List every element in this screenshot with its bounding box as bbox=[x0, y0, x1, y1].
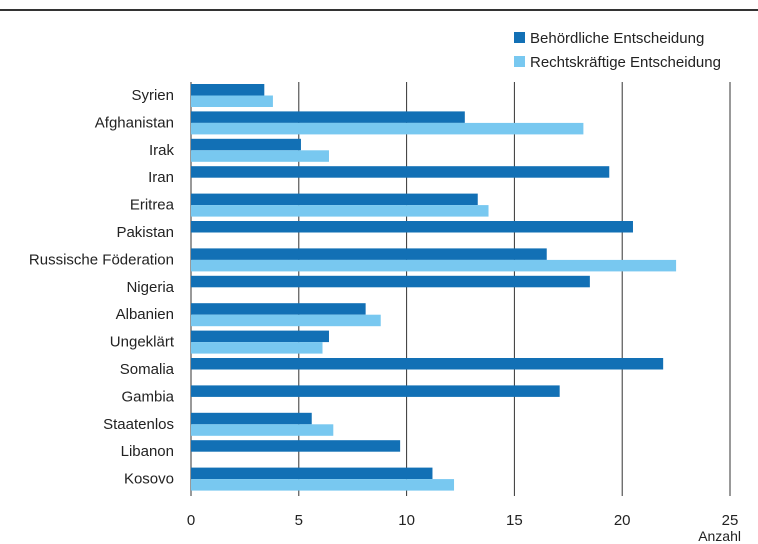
bar-behoerdlich bbox=[191, 303, 366, 315]
bar-behoerdlich bbox=[191, 412, 312, 425]
bar-behoerdlich bbox=[191, 193, 478, 206]
legend-swatch-behoerdlich bbox=[514, 32, 525, 43]
category-label: Syrien bbox=[131, 87, 174, 104]
category-label: Eritrea bbox=[130, 197, 175, 214]
category-label: Nigeria bbox=[126, 279, 174, 296]
bar-rechtskraeftig bbox=[191, 150, 329, 162]
bar-behoerdlich bbox=[191, 221, 633, 233]
category-labels: Syrien Afghanistan Irak Iran Eritrea Pakistan… bbox=[29, 87, 175, 488]
bar-rechtskraeftig bbox=[191, 95, 273, 107]
legend-label-rechtskraeftig: Rechtskräftige Entscheidung bbox=[530, 54, 721, 71]
bar-rechtskraeftig bbox=[191, 424, 334, 436]
bar-rechtskraeftig bbox=[191, 122, 584, 135]
category-label: Gambia bbox=[121, 388, 174, 405]
x-tick-label: 20 bbox=[614, 512, 631, 529]
x-tick-label: 0 bbox=[187, 512, 195, 529]
bar-behoerdlich bbox=[191, 248, 547, 260]
category-label: Iran bbox=[148, 169, 174, 186]
bar-behoerdlich bbox=[191, 358, 664, 370]
x-tick-labels: 0 5 10 15 20 25 bbox=[187, 512, 739, 529]
x-axis-unit-label: Anzahl bbox=[698, 528, 741, 544]
category-label: Albanien bbox=[116, 306, 174, 323]
x-tick-label: 25 bbox=[722, 512, 739, 529]
category-label: Libanon bbox=[121, 443, 174, 460]
bar-behoerdlich bbox=[191, 330, 329, 343]
category-label: Ungeklärt bbox=[110, 334, 175, 351]
category-label: Pakistan bbox=[116, 224, 174, 241]
bar-behoerdlich bbox=[191, 440, 401, 452]
category-label: Staatenlos bbox=[103, 416, 174, 433]
x-tick-label: 15 bbox=[506, 512, 523, 529]
x-tick-label: 5 bbox=[295, 512, 303, 529]
bar-rechtskraeftig bbox=[191, 259, 677, 272]
bar-behoerdlich bbox=[191, 467, 433, 480]
legend-swatch-rechtskraeftig bbox=[514, 56, 525, 67]
category-label: Kosovo bbox=[124, 471, 174, 488]
bar-rechtskraeftig bbox=[191, 342, 323, 354]
bar-behoerdlich bbox=[191, 166, 610, 178]
bar-rechtskraeftig bbox=[191, 314, 381, 327]
category-label: Somalia bbox=[120, 361, 175, 378]
bar-behoerdlich bbox=[191, 385, 560, 397]
bar-rechtskraeftig bbox=[191, 205, 489, 217]
legend-label-behoerdlich: Behördliche Entscheidung bbox=[530, 30, 704, 47]
bar-behoerdlich bbox=[191, 111, 465, 123]
bars bbox=[191, 84, 677, 491]
category-label: Irak bbox=[149, 142, 175, 159]
bar-behoerdlich bbox=[191, 84, 265, 96]
x-tick-label: 10 bbox=[398, 512, 415, 529]
bar-rechtskraeftig bbox=[191, 479, 455, 491]
category-label: Afghanistan bbox=[95, 114, 174, 131]
bar-behoerdlich bbox=[191, 138, 301, 151]
bar-behoerdlich bbox=[191, 275, 590, 288]
legend: Behördliche Entscheidung Rechtskräftige … bbox=[514, 30, 721, 71]
category-label: Russische Föderation bbox=[29, 251, 174, 268]
